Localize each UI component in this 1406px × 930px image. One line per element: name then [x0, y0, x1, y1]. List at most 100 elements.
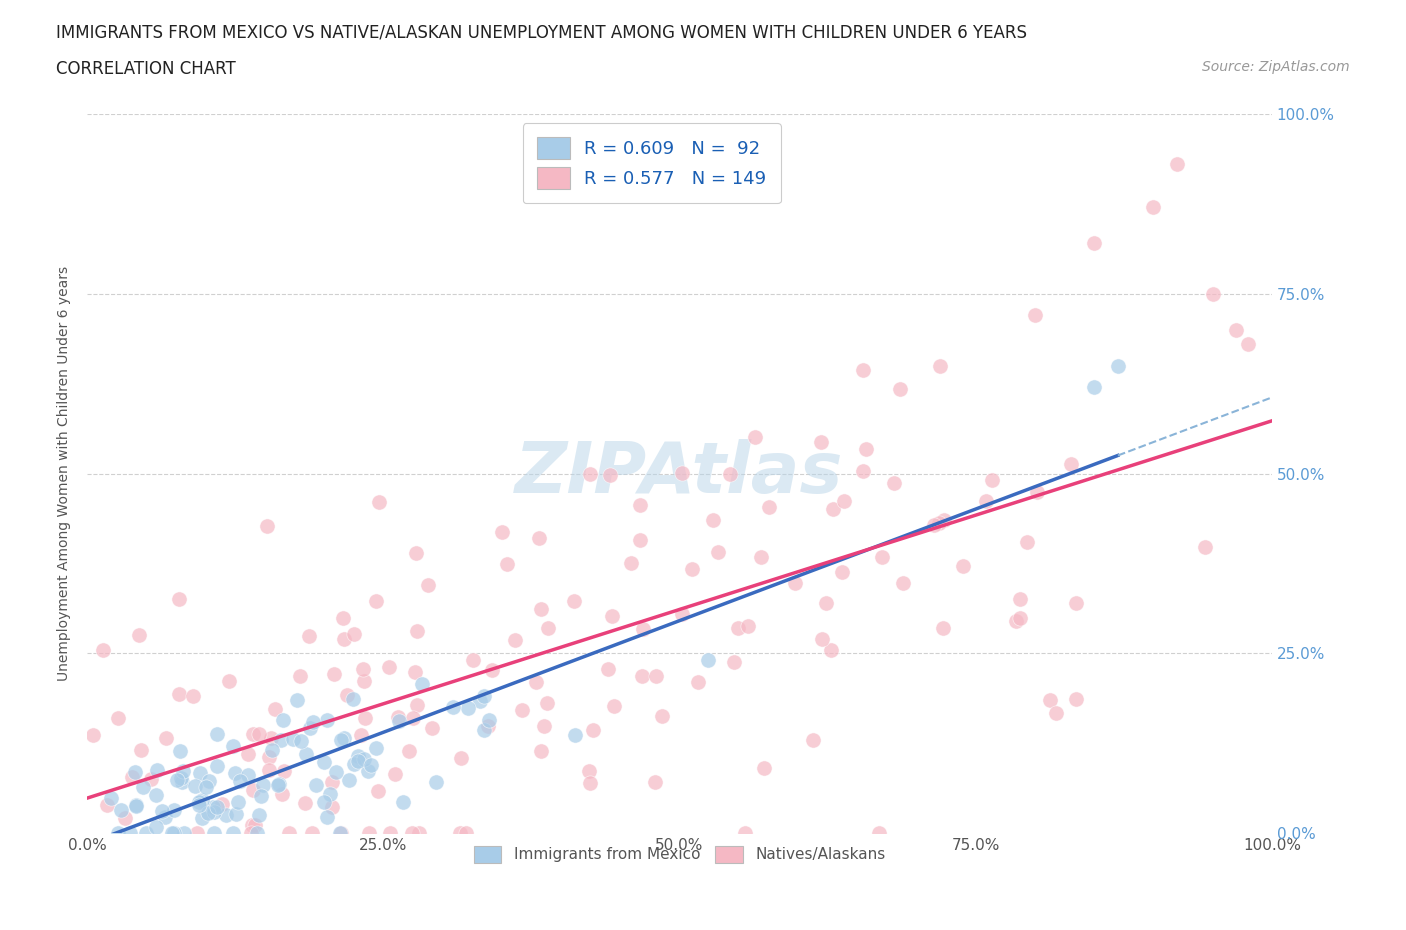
- Point: [1024, 308, 1046, 323]
- Point: [242, 727, 264, 742]
- Point: [388, 713, 411, 728]
- Point: [150, 804, 173, 818]
- Point: [752, 761, 775, 776]
- Point: [353, 751, 375, 766]
- Point: [562, 594, 585, 609]
- Point: [418, 577, 440, 591]
- Point: [688, 675, 710, 690]
- Point: [758, 499, 780, 514]
- Point: [449, 826, 471, 841]
- Point: [260, 742, 283, 757]
- Point: [352, 661, 374, 676]
- Point: [330, 826, 353, 841]
- Point: [321, 775, 343, 790]
- Point: [155, 809, 177, 824]
- Point: [820, 642, 842, 657]
- Point: [270, 733, 292, 748]
- Point: [387, 710, 409, 724]
- Point: [360, 758, 382, 773]
- Point: [332, 731, 354, 746]
- Point: [1015, 535, 1038, 550]
- Point: [290, 734, 312, 749]
- Point: [342, 691, 364, 706]
- Point: [228, 773, 250, 788]
- Point: [343, 627, 366, 642]
- Point: [271, 712, 294, 727]
- Point: [598, 661, 620, 676]
- Point: [163, 803, 186, 817]
- Point: [270, 787, 292, 802]
- Point: [411, 677, 433, 692]
- Point: [1066, 691, 1088, 706]
- Y-axis label: Unemployment Among Women with Children Under 6 years: Unemployment Among Women with Children U…: [58, 266, 72, 681]
- Point: [260, 730, 283, 745]
- Point: [240, 817, 263, 832]
- Point: [1142, 200, 1164, 215]
- Point: [1039, 692, 1062, 707]
- Point: [702, 512, 724, 527]
- Point: [301, 826, 323, 841]
- Point: [922, 517, 945, 532]
- Point: [332, 631, 354, 646]
- Point: [166, 773, 188, 788]
- Point: [454, 826, 477, 841]
- Point: [194, 779, 217, 794]
- Point: [628, 532, 651, 547]
- Point: [1107, 358, 1129, 373]
- Point: [330, 733, 353, 748]
- Legend: Immigrants from Mexico, Natives/Alaskans: Immigrants from Mexico, Natives/Alaskans: [468, 840, 891, 869]
- Point: [929, 358, 952, 373]
- Point: [578, 764, 600, 778]
- Point: [1194, 540, 1216, 555]
- Point: [321, 800, 343, 815]
- Point: [239, 826, 262, 841]
- Point: [644, 775, 666, 790]
- Point: [121, 769, 143, 784]
- Point: [246, 826, 269, 841]
- Point: [707, 544, 730, 559]
- Point: [823, 501, 845, 516]
- Point: [129, 742, 152, 757]
- Point: [257, 750, 280, 764]
- Point: [316, 809, 339, 824]
- Point: [222, 826, 245, 841]
- Point: [301, 714, 323, 729]
- Point: [718, 466, 741, 481]
- Point: [294, 795, 316, 810]
- Point: [184, 778, 207, 793]
- Point: [1166, 157, 1188, 172]
- Point: [932, 620, 955, 635]
- Point: [727, 620, 749, 635]
- Point: [1045, 706, 1067, 721]
- Point: [855, 442, 877, 457]
- Point: [273, 764, 295, 779]
- Point: [238, 746, 260, 761]
- Point: [247, 808, 270, 823]
- Point: [191, 792, 214, 807]
- Point: [269, 777, 291, 791]
- Point: [197, 805, 219, 820]
- Point: [974, 493, 997, 508]
- Point: [314, 794, 336, 809]
- Point: [928, 515, 950, 530]
- Point: [744, 429, 766, 444]
- Point: [294, 747, 316, 762]
- Point: [107, 826, 129, 841]
- Point: [145, 762, 167, 777]
- Point: [405, 624, 427, 639]
- Point: [582, 722, 605, 737]
- Point: [145, 819, 167, 834]
- Point: [579, 467, 602, 482]
- Point: [170, 775, 193, 790]
- Point: [357, 826, 380, 841]
- Point: [503, 632, 526, 647]
- Point: [263, 701, 285, 716]
- Point: [325, 764, 347, 779]
- Point: [461, 652, 484, 667]
- Point: [457, 700, 479, 715]
- Point: [201, 799, 224, 814]
- Point: [205, 759, 228, 774]
- Point: [697, 653, 720, 668]
- Point: [491, 525, 513, 539]
- Point: [628, 498, 651, 512]
